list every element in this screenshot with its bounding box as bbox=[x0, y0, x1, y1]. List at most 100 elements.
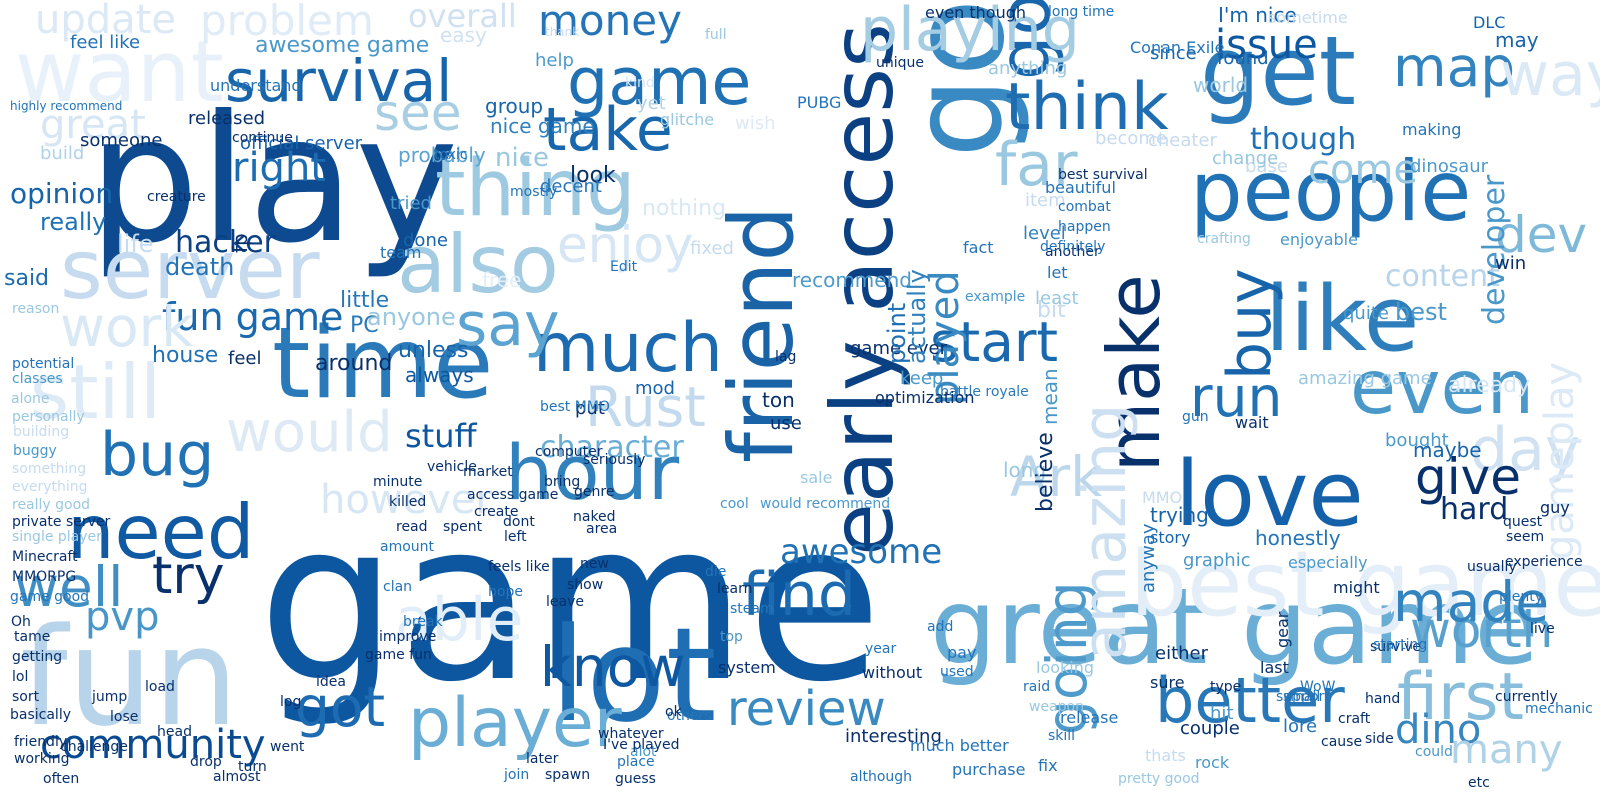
word-making: making bbox=[1402, 120, 1462, 139]
word-hit: hit bbox=[1210, 703, 1234, 724]
word-decent: decent bbox=[540, 176, 602, 197]
word-content: content bbox=[1385, 259, 1500, 294]
word-around: around bbox=[315, 351, 393, 376]
word-others: others bbox=[667, 708, 712, 724]
word-side: side bbox=[1365, 731, 1394, 747]
word-far: far bbox=[995, 130, 1078, 200]
word-couple: couple bbox=[1180, 718, 1240, 739]
word-fact: fact bbox=[963, 238, 994, 257]
word-world: world bbox=[1193, 73, 1249, 97]
word-live: live bbox=[1530, 621, 1555, 637]
word-dinosaur: dinosaur bbox=[1410, 156, 1489, 177]
word-gameplay: gameplay bbox=[1537, 361, 1583, 560]
word-cool: cool bbox=[720, 496, 749, 512]
word-always: always bbox=[405, 363, 474, 387]
word-highly-recommend: highly recommend bbox=[10, 99, 123, 113]
word-life: life bbox=[117, 230, 154, 258]
word-enjoyable: enjoyable bbox=[1280, 230, 1358, 249]
word-etc: etc bbox=[1468, 775, 1490, 791]
word-quite: quite bbox=[1343, 303, 1389, 324]
word-mmo: MMO bbox=[1142, 488, 1183, 507]
word-edit: Edit bbox=[610, 259, 638, 275]
word-issue: issue bbox=[1215, 22, 1318, 68]
word-hour: hour bbox=[505, 428, 680, 517]
word-feel-like: feel like bbox=[70, 32, 141, 53]
word-well: well bbox=[14, 555, 124, 619]
word-especially: especially bbox=[1288, 553, 1368, 572]
word-may: may bbox=[1495, 28, 1539, 52]
word-free: free bbox=[482, 268, 522, 292]
word-review: review bbox=[727, 681, 886, 737]
word-run: run bbox=[1190, 365, 1283, 429]
word-leave: leave bbox=[546, 594, 584, 610]
word-whatever: whatever bbox=[598, 726, 664, 742]
word-getting: getting bbox=[12, 649, 63, 665]
word-start: start bbox=[930, 310, 1059, 374]
word-mostly: mostly bbox=[510, 184, 558, 200]
word-gear: gear bbox=[1273, 611, 1292, 648]
word-year: year bbox=[865, 641, 897, 657]
word-understand: understand bbox=[210, 76, 302, 95]
word-new: new bbox=[580, 556, 609, 572]
word-pretty-good: pretty good bbox=[1118, 771, 1200, 787]
word-toxic: toxic bbox=[434, 147, 468, 163]
word-group: group bbox=[485, 94, 544, 118]
word-read: read bbox=[396, 519, 428, 535]
word-turn: turn bbox=[238, 759, 267, 775]
word-enjoy: enjoy bbox=[557, 216, 694, 274]
word-lose: lose bbox=[110, 709, 139, 725]
word-survival: survival bbox=[225, 47, 453, 115]
word-nice: nice bbox=[495, 143, 549, 173]
word-bit: bit bbox=[1037, 298, 1066, 323]
word-everything: everything bbox=[12, 479, 88, 495]
word-developer: developer bbox=[1477, 174, 1512, 325]
word-hacker: hacker bbox=[175, 225, 276, 260]
word-hand: hand bbox=[1365, 691, 1401, 707]
word-mean: mean bbox=[1038, 368, 1062, 425]
word-know: know bbox=[540, 635, 686, 699]
word-purchase: purchase bbox=[952, 760, 1026, 779]
word-definitely: definitely bbox=[1040, 239, 1106, 255]
word-sometime: sometime bbox=[1268, 8, 1348, 27]
word-feel: feel bbox=[228, 348, 262, 369]
word-recommend: recommend bbox=[792, 268, 912, 292]
word-item: item bbox=[1025, 190, 1066, 211]
word-find: find bbox=[742, 560, 856, 630]
word-playing: playing bbox=[860, 0, 1080, 65]
word-potential: potential bbox=[12, 356, 75, 372]
word-someone: someone bbox=[80, 130, 163, 151]
word-log: log bbox=[280, 694, 302, 710]
word-think: think bbox=[1005, 70, 1169, 145]
word-create: create bbox=[474, 504, 519, 520]
word-guess: guess bbox=[615, 771, 656, 787]
word-keep: keep bbox=[900, 368, 944, 389]
word-wait: wait bbox=[1235, 413, 1269, 432]
word-love: love bbox=[1175, 442, 1364, 547]
word-left: left bbox=[504, 529, 527, 545]
word-opinion: opinion bbox=[10, 177, 114, 210]
word-trying: trying bbox=[1150, 503, 1209, 527]
word-genre: genre bbox=[574, 484, 615, 500]
word-seriously: seriously bbox=[583, 452, 646, 468]
word-even-though: even though bbox=[925, 3, 1027, 22]
word-try: try bbox=[152, 546, 225, 606]
word-feels-like: feels like bbox=[488, 559, 550, 575]
word-still: still bbox=[30, 348, 161, 436]
word-give: give bbox=[1415, 448, 1521, 506]
word-maybe: maybe bbox=[1413, 438, 1482, 462]
word-game-fun: game fun bbox=[365, 647, 432, 663]
word-guy: guy bbox=[1540, 498, 1570, 517]
word-buy: buy bbox=[1215, 268, 1285, 380]
word-raid: raid bbox=[1023, 679, 1051, 695]
word-bug: bug bbox=[100, 420, 215, 490]
word-day: day bbox=[1470, 415, 1581, 485]
word-system: system bbox=[718, 658, 776, 677]
word-although: although bbox=[850, 769, 913, 785]
word-might: might bbox=[1333, 578, 1380, 597]
word-server: server bbox=[60, 223, 320, 318]
word-sure: sure bbox=[1150, 673, 1185, 692]
word-head: head bbox=[157, 724, 192, 740]
word-drop: drop bbox=[190, 754, 222, 770]
word-first: first bbox=[1397, 660, 1525, 735]
word-later: later bbox=[526, 751, 559, 767]
